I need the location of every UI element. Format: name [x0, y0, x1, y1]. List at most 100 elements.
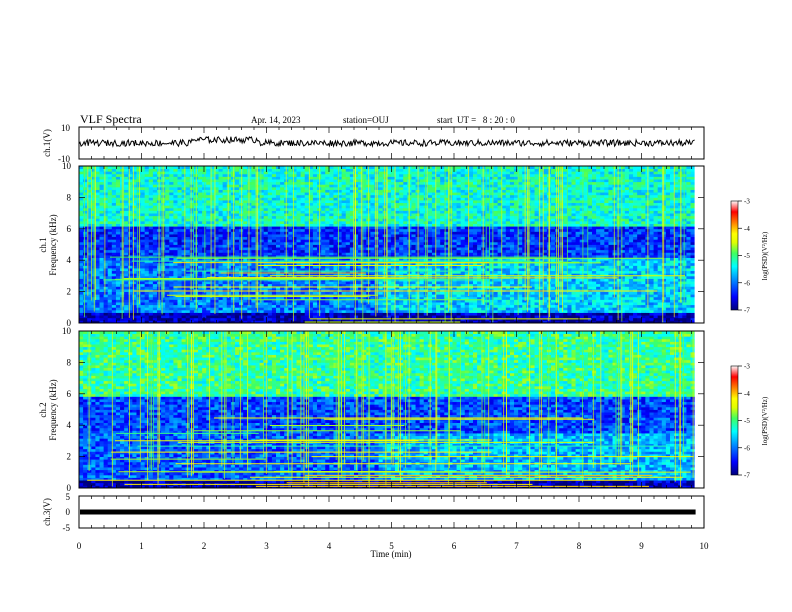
spectrogram-cell — [304, 249, 310, 253]
spectrogram-cell — [79, 302, 84, 306]
spectrogram-cell — [321, 241, 326, 245]
spectrogram-cell — [267, 317, 273, 321]
spectrogram-cell — [198, 207, 203, 211]
spectrogram-cell — [148, 273, 154, 277]
spectrogram-cell — [312, 220, 318, 224]
spectrogram-cell — [378, 176, 384, 180]
spectrogram-cell — [173, 302, 178, 306]
spectrogram-cell — [263, 307, 269, 311]
spectrogram-cell — [288, 291, 293, 295]
spectrogram-cell — [87, 186, 92, 190]
spectrogram-cell — [374, 299, 379, 303]
spectrogram-cell — [189, 184, 195, 188]
spectrogram-cell — [202, 223, 207, 227]
spectrogram-cell — [312, 315, 318, 319]
spectrogram-cell — [243, 236, 248, 240]
spectrogram-cell — [214, 226, 219, 230]
spectrogram-cell — [87, 234, 92, 238]
spectrogram-cell — [403, 200, 408, 204]
spectrogram-cell — [358, 200, 363, 204]
spectrogram-cell — [95, 270, 100, 274]
spectrogram-cell — [198, 304, 203, 308]
spectrogram-cell — [267, 184, 273, 188]
spectrogram-cell — [136, 181, 141, 185]
spectrogram-cell — [239, 286, 244, 290]
spectrogram-cell — [263, 320, 269, 323]
spectrogram-cell — [243, 207, 248, 211]
spectrogram-cell — [292, 205, 297, 209]
spectrogram-cell — [161, 197, 166, 201]
spectrogram-cell — [259, 244, 265, 248]
spectrogram-cell — [226, 181, 232, 185]
spectrogram-cell — [148, 270, 154, 274]
spectrogram-cell — [103, 194, 109, 198]
spectrogram-cell — [337, 296, 343, 300]
spectrogram-cell — [185, 296, 191, 300]
spectrogram-cell — [177, 257, 182, 261]
spectrogram-cell — [349, 252, 355, 256]
spectrogram-cell — [148, 192, 154, 196]
spectrogram-cell — [87, 215, 92, 219]
spectrogram-cell — [144, 207, 150, 211]
spectrogram-cell — [263, 176, 269, 180]
spectrogram-cell — [124, 291, 129, 295]
spectrogram-cell — [247, 184, 252, 188]
spectrogram-cell — [243, 315, 248, 319]
spectrogram-cell — [234, 179, 240, 183]
spectrogram-cell — [333, 231, 338, 235]
spectrogram-cell — [247, 320, 252, 323]
spectrogram-cell — [353, 171, 359, 175]
spectrogram-cell — [358, 296, 363, 300]
spectrogram-cell — [321, 200, 326, 204]
spectrogram-cell — [83, 210, 88, 214]
spectrogram-cell — [128, 304, 133, 308]
spectrogram-cell — [99, 247, 105, 251]
spectrogram-cell — [140, 257, 146, 261]
spectrogram-cell — [259, 312, 265, 316]
spectrogram-cell — [276, 173, 281, 177]
spectrogram-cell — [230, 247, 236, 251]
spectrogram-cell — [317, 283, 322, 287]
spectrogram-cell — [103, 181, 109, 185]
spectrogram-cell — [358, 247, 363, 251]
spectrogram-cell — [386, 218, 392, 222]
spectrogram-cell — [271, 166, 277, 170]
spectrogram-cell — [321, 304, 326, 308]
spectrogram-cell — [353, 281, 359, 285]
spectrogram-cell — [370, 186, 375, 190]
spectrogram-cell — [185, 231, 191, 235]
spectrogram-cell — [378, 220, 384, 224]
spectrogram-cell — [321, 223, 326, 227]
spectrogram-cell — [99, 307, 105, 311]
spectrogram-cell — [99, 320, 105, 323]
spectrogram-cell — [341, 281, 347, 285]
spectrogram-cell — [353, 184, 359, 188]
spectrogram-cell — [366, 309, 371, 313]
spectrogram-cell — [103, 226, 109, 230]
spectrogram-cell — [111, 307, 117, 311]
spectrogram-cell — [115, 200, 121, 204]
spectrogram-cell — [99, 176, 105, 180]
spectrogram-cell — [333, 228, 338, 232]
spectrogram-cell — [107, 166, 113, 170]
spectrogram-cell — [169, 275, 174, 279]
spectrogram-cell — [239, 213, 244, 217]
spectrogram-cell — [280, 312, 285, 316]
spectrogram-cell — [124, 302, 129, 306]
spectrogram-cell — [333, 241, 338, 245]
spectrogram-cell — [222, 262, 228, 266]
spectrogram-cell — [226, 171, 232, 175]
spectrogram-cell — [390, 179, 396, 183]
spectrogram-cell — [99, 252, 105, 256]
spectrogram-cell — [87, 184, 92, 188]
spectrogram-cell — [378, 166, 384, 170]
spectrogram-cell — [280, 296, 285, 300]
spectrogram-cell — [79, 218, 84, 222]
spectrogram-cell — [378, 249, 384, 253]
spectrogram-cell — [79, 176, 84, 180]
spectrogram-cell — [107, 257, 113, 261]
spectrogram-cell — [226, 179, 232, 183]
spectrogram-cell — [411, 254, 416, 258]
spectrogram-cell — [362, 254, 367, 258]
spectrogram-cell — [185, 166, 191, 170]
